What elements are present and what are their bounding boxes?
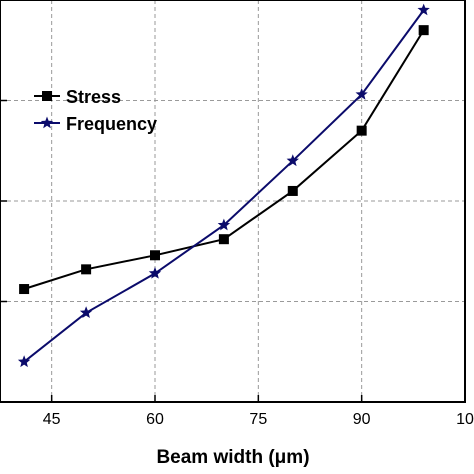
series-stress (19, 25, 429, 295)
data-point-stress (81, 264, 92, 275)
data-point-frequency (148, 266, 162, 279)
data-point-stress (19, 284, 30, 295)
x-tick-labels: 45 60 75 90 10 (43, 411, 474, 428)
axis-ticks (0, 99, 466, 402)
series-line-stress (23, 29, 425, 290)
legend: Stress Frequency (34, 87, 157, 134)
legend-stress-marker (42, 91, 52, 101)
x-tick-label: 45 (43, 411, 61, 428)
x-tick-label: 90 (353, 411, 371, 428)
legend-frequency-label: Frequency (66, 114, 157, 134)
x-tick-label: 10 (456, 411, 474, 428)
legend-frequency-marker (40, 116, 54, 129)
data-point-frequency (355, 88, 368, 100)
series-layer (17, 3, 430, 368)
series-line-frequency (23, 9, 425, 363)
data-point-stress (218, 234, 229, 245)
data-point-frequency (79, 306, 93, 318)
data-point-frequency (286, 154, 299, 167)
data-point-stress (418, 25, 429, 36)
data-point-frequency (217, 218, 231, 231)
legend-star-marker (40, 116, 54, 129)
data-point-frequency (417, 3, 430, 16)
data-point-frequency (17, 355, 31, 368)
legend-stress-label: Stress (66, 87, 121, 107)
x-tick-label: 60 (146, 411, 164, 428)
series-frequency (17, 3, 430, 368)
data-point-stress (150, 250, 160, 261)
x-axis-label: Beam width (μm) (156, 447, 309, 468)
plot-frame (0, 0, 466, 403)
data-point-stress (356, 125, 367, 136)
x-tick-label: 75 (249, 411, 267, 428)
data-point-stress (287, 185, 298, 196)
grid-lines (0, 0, 465, 402)
